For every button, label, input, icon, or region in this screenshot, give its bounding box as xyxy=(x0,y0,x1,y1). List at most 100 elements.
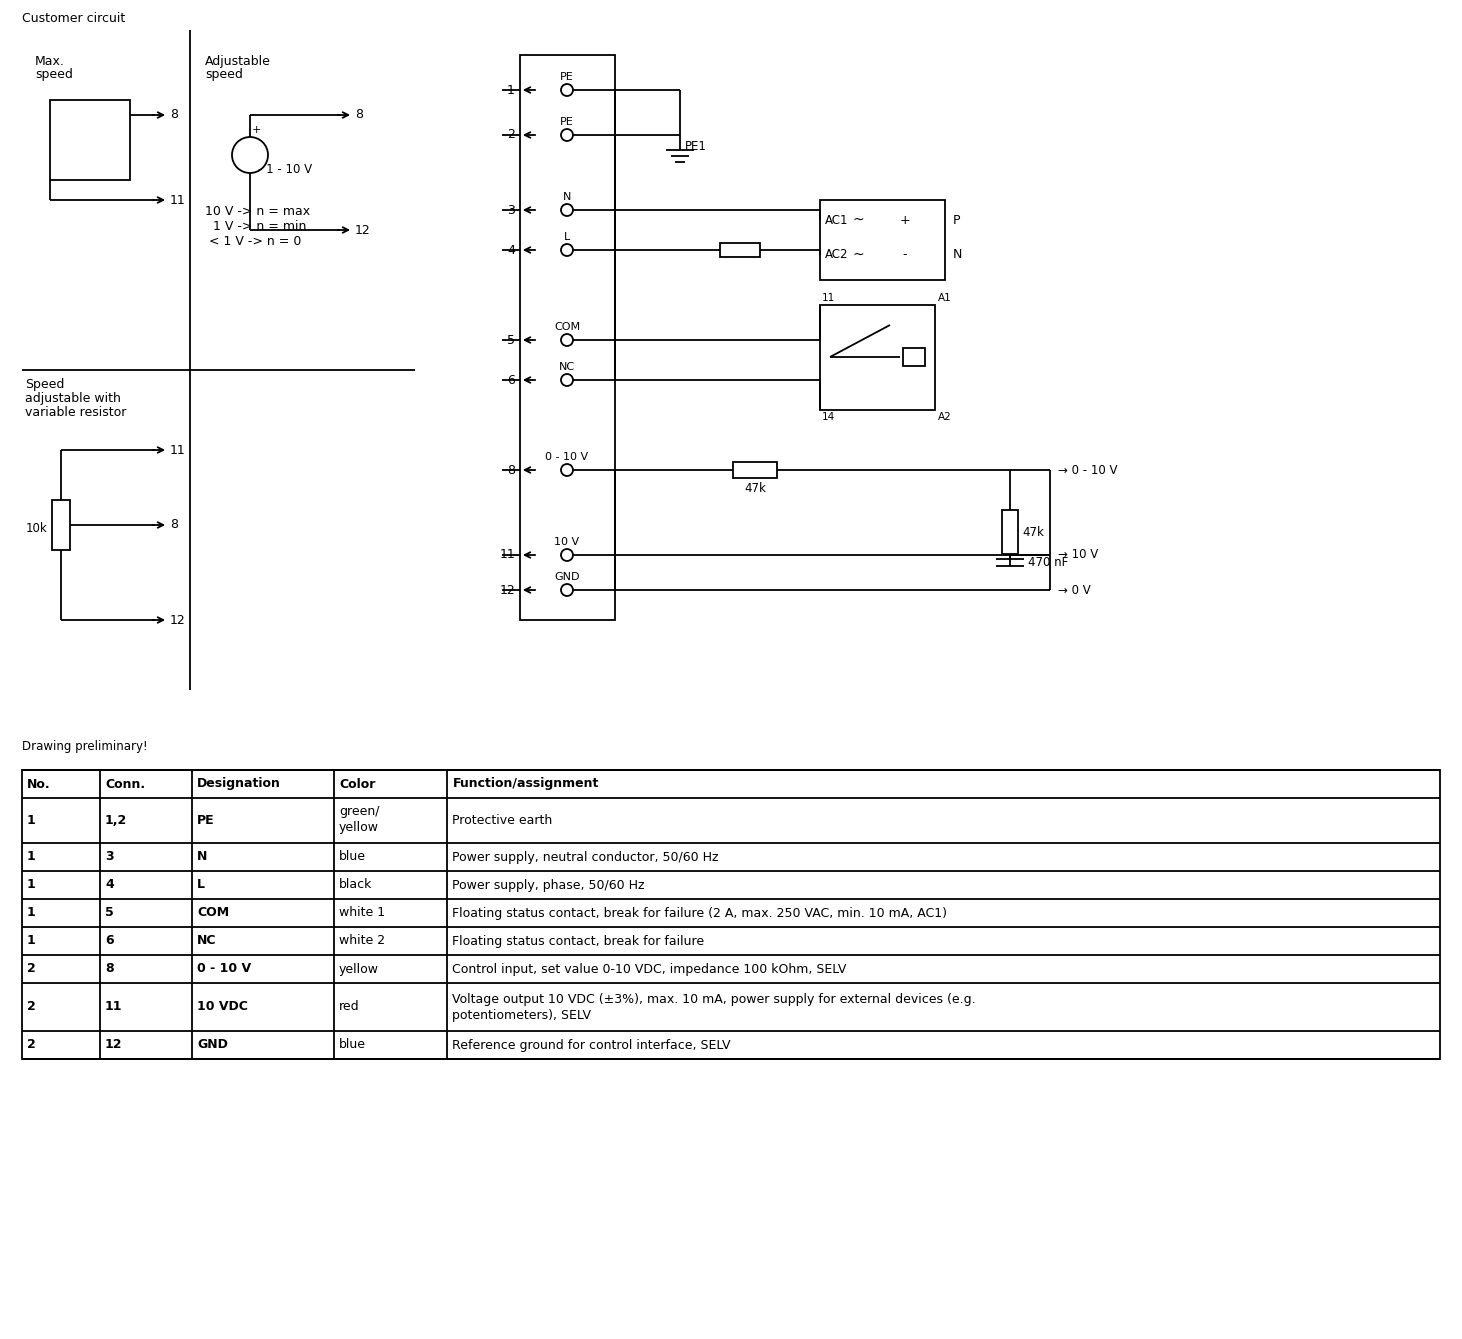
Bar xyxy=(904,348,925,366)
Text: +: + xyxy=(251,125,262,135)
Text: 11: 11 xyxy=(822,293,835,303)
Text: 4: 4 xyxy=(105,878,114,892)
Bar xyxy=(719,242,760,257)
Text: Control input, set value 0-10 VDC, impedance 100 kOhm, SELV: Control input, set value 0-10 VDC, imped… xyxy=(452,963,846,976)
Text: 11: 11 xyxy=(170,443,186,457)
Text: 8: 8 xyxy=(170,518,178,532)
Text: 470 nF: 470 nF xyxy=(1028,557,1069,569)
Circle shape xyxy=(561,244,573,256)
Text: yellow: yellow xyxy=(339,822,379,834)
Text: 8: 8 xyxy=(105,963,114,976)
Text: 11: 11 xyxy=(170,194,186,206)
Bar xyxy=(1001,510,1018,554)
Text: blue: blue xyxy=(339,850,366,864)
Text: Max.: Max. xyxy=(35,55,64,68)
Text: N: N xyxy=(197,850,208,864)
Circle shape xyxy=(561,584,573,596)
Text: 10 V: 10 V xyxy=(554,537,579,548)
Text: 12: 12 xyxy=(170,613,186,627)
Text: black: black xyxy=(339,878,373,892)
Text: No.: No. xyxy=(26,778,51,790)
Text: A2: A2 xyxy=(939,412,952,422)
Circle shape xyxy=(232,137,268,173)
Text: adjustable with: adjustable with xyxy=(25,392,121,404)
Text: PE: PE xyxy=(560,72,575,82)
Circle shape xyxy=(561,129,573,141)
Text: 6: 6 xyxy=(105,935,114,948)
Text: 2: 2 xyxy=(26,1000,35,1014)
Text: +: + xyxy=(899,213,911,226)
Text: speed: speed xyxy=(205,68,243,80)
Text: 10k: 10k xyxy=(25,522,47,536)
Text: 1: 1 xyxy=(26,850,35,864)
Bar xyxy=(820,200,944,280)
Circle shape xyxy=(561,84,573,96)
Text: 3: 3 xyxy=(105,850,114,864)
Text: ~: ~ xyxy=(852,248,864,262)
Text: 1: 1 xyxy=(26,878,35,892)
Text: potentiometers), SELV: potentiometers), SELV xyxy=(452,1008,592,1022)
Text: -: - xyxy=(902,249,908,261)
Text: Power supply, neutral conductor, 50/60 Hz: Power supply, neutral conductor, 50/60 H… xyxy=(452,850,719,864)
Bar xyxy=(820,305,936,410)
Text: NC: NC xyxy=(197,935,216,948)
Text: variable resistor: variable resistor xyxy=(25,406,126,419)
Text: Conn.: Conn. xyxy=(105,778,145,790)
Text: L: L xyxy=(197,878,205,892)
Text: 5: 5 xyxy=(507,333,515,347)
Text: white 2: white 2 xyxy=(339,935,385,948)
Text: 11: 11 xyxy=(105,1000,123,1014)
Text: speed: speed xyxy=(35,68,73,80)
Text: 1: 1 xyxy=(26,935,35,948)
Text: 8: 8 xyxy=(355,108,363,122)
Text: P: P xyxy=(953,213,961,226)
Circle shape xyxy=(561,465,573,475)
Text: PE1: PE1 xyxy=(686,141,706,153)
Text: Reference ground for control interface, SELV: Reference ground for control interface, … xyxy=(452,1039,731,1051)
Text: green/: green/ xyxy=(339,806,380,818)
Text: 11: 11 xyxy=(499,549,515,561)
Text: COM: COM xyxy=(554,321,580,332)
Text: 2: 2 xyxy=(26,1039,35,1051)
Text: 2: 2 xyxy=(507,129,515,142)
Text: → 0 - 10 V: → 0 - 10 V xyxy=(1058,463,1117,477)
Text: blue: blue xyxy=(339,1039,366,1051)
Text: GND: GND xyxy=(197,1039,228,1051)
Text: → 0 V: → 0 V xyxy=(1058,584,1091,596)
Bar xyxy=(50,100,130,179)
Text: NC: NC xyxy=(558,362,575,372)
Text: 2: 2 xyxy=(26,963,35,976)
Text: 12: 12 xyxy=(355,224,371,237)
Text: COM: COM xyxy=(197,907,230,920)
Text: 5: 5 xyxy=(105,907,114,920)
Text: - 1 - 10 V: - 1 - 10 V xyxy=(257,163,311,175)
Circle shape xyxy=(561,374,573,386)
Text: Adjustable: Adjustable xyxy=(205,55,270,68)
Text: 6: 6 xyxy=(507,374,515,387)
Text: Voltage output 10 VDC (±3%), max. 10 mA, power supply for external devices (e.g.: Voltage output 10 VDC (±3%), max. 10 mA,… xyxy=(452,992,977,1006)
Text: 12: 12 xyxy=(105,1039,123,1051)
Text: 8: 8 xyxy=(170,108,178,122)
Bar xyxy=(53,499,70,550)
Circle shape xyxy=(561,549,573,561)
Text: 0 - 10 V: 0 - 10 V xyxy=(197,963,251,976)
Text: Color: Color xyxy=(339,778,376,790)
Text: ~: ~ xyxy=(852,213,864,228)
Text: 12: 12 xyxy=(499,584,515,596)
Text: Drawing preliminary!: Drawing preliminary! xyxy=(22,740,148,753)
Circle shape xyxy=(561,333,573,345)
Text: Floating status contact, break for failure: Floating status contact, break for failu… xyxy=(452,935,705,948)
Text: A1: A1 xyxy=(939,293,952,303)
Text: 4: 4 xyxy=(507,244,515,257)
Text: 1: 1 xyxy=(507,83,515,96)
Text: 10 V -> n = max: 10 V -> n = max xyxy=(205,205,310,218)
Text: PE: PE xyxy=(197,814,215,826)
Text: AC1: AC1 xyxy=(825,213,848,226)
Text: Power supply, phase, 50/60 Hz: Power supply, phase, 50/60 Hz xyxy=(452,878,645,892)
Text: 1: 1 xyxy=(26,907,35,920)
Text: 1,2: 1,2 xyxy=(105,814,127,826)
Text: GND: GND xyxy=(554,572,580,582)
Circle shape xyxy=(561,204,573,216)
Text: 47k: 47k xyxy=(1022,525,1044,538)
Text: Customer circuit: Customer circuit xyxy=(22,12,126,25)
